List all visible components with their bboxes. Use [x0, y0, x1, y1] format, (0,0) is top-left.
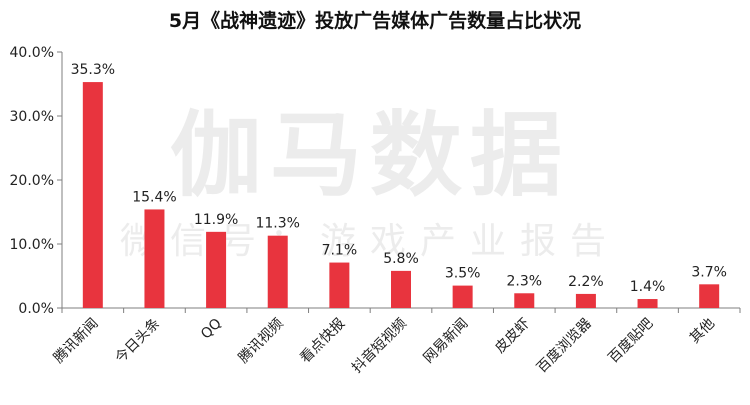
data-label: 11.3% — [255, 216, 299, 232]
category-label: 其他 — [687, 316, 718, 347]
bar — [206, 231, 227, 308]
category-label: 皮皮虾 — [492, 316, 533, 357]
category-label: 腾讯新闻 — [50, 315, 102, 367]
bar — [637, 299, 658, 308]
y-tick-label: 20.0% — [10, 173, 54, 189]
category-label: QQ — [198, 316, 225, 343]
y-tick-label: 40.0% — [10, 45, 54, 61]
bar — [514, 293, 535, 308]
data-label: 5.8% — [383, 251, 419, 267]
watermark-main: 伽马数据 — [170, 102, 570, 209]
data-label: 2.2% — [568, 274, 604, 290]
bar — [391, 270, 411, 308]
y-tick-label: 0.0% — [18, 301, 54, 317]
category-label: 腾讯视频 — [235, 315, 287, 367]
bar — [267, 235, 288, 308]
chart-title: 5月《战神遗迹》投放广告媒体广告数量占比状况 — [168, 10, 582, 32]
data-label: 3.5% — [445, 266, 481, 282]
category-label: 看点快报 — [297, 316, 348, 367]
data-label: 7.1% — [322, 243, 358, 259]
data-label: 3.7% — [691, 264, 727, 280]
bar — [82, 82, 103, 308]
bar — [452, 285, 473, 308]
bar — [575, 293, 596, 308]
watermark-sub: 微信号：游戏产业报告 — [120, 221, 620, 262]
y-tick-label: 30.0% — [10, 109, 54, 125]
bar — [144, 209, 165, 308]
data-label: 35.3% — [71, 62, 115, 78]
data-label: 15.4% — [132, 189, 176, 205]
data-label: 1.4% — [630, 279, 666, 295]
y-tick-label: 10.0% — [10, 237, 54, 253]
bar — [329, 262, 350, 308]
category-label: 今日头条 — [112, 315, 164, 367]
category-label: 百度浏览器 — [534, 316, 595, 377]
bar — [699, 284, 720, 308]
category-label: 百度贴吧 — [605, 316, 656, 367]
data-label: 11.9% — [194, 212, 238, 228]
category-label: 网易新闻 — [421, 316, 472, 367]
data-label: 2.3% — [506, 273, 542, 289]
category-label: 抖音短视频 — [348, 315, 410, 377]
